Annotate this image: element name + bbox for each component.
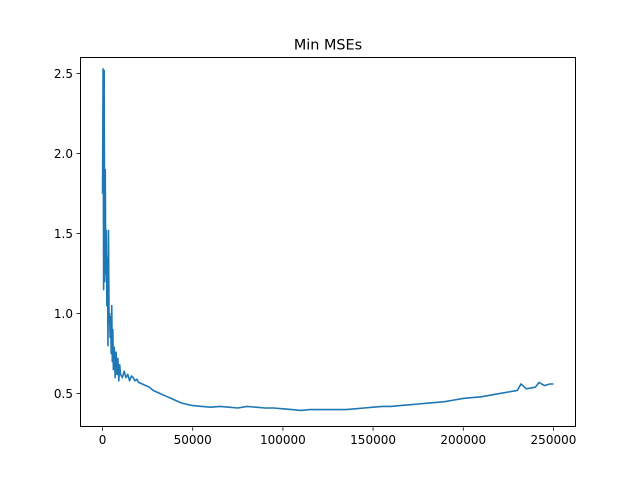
- x-tick-label: 250000: [531, 433, 577, 447]
- y-tick-label: 1.5: [54, 227, 73, 241]
- x-tick-label: 100000: [260, 433, 306, 447]
- x-tick-label: 150000: [350, 433, 396, 447]
- y-tick-label: 2.5: [54, 67, 73, 81]
- x-tick-label: 50000: [174, 433, 212, 447]
- y-axis: 0.5 1.0 1.5 2.0 2.5: [54, 67, 80, 401]
- chart-title: Min MSEs: [294, 38, 362, 54]
- x-axis: 0 50000 100000 150000 200000 250000: [99, 427, 577, 447]
- series-line-0: [101, 68, 554, 412]
- y-tick-label: 0.5: [54, 387, 73, 401]
- y-tick-label: 1.0: [54, 307, 73, 321]
- x-tick-label: 200000: [440, 433, 486, 447]
- plot-area: [101, 68, 554, 412]
- x-tick-label: 0: [99, 433, 107, 447]
- y-tick-label: 2.0: [54, 147, 73, 161]
- plot-frame: [80, 57, 576, 427]
